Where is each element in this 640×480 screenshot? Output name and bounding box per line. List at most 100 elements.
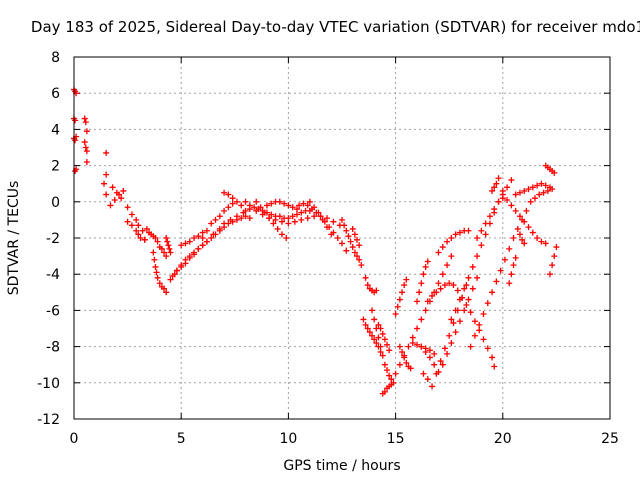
data-point bbox=[323, 224, 330, 231]
data-point bbox=[542, 182, 549, 189]
data-point bbox=[448, 316, 455, 323]
data-point bbox=[163, 235, 170, 241]
data-point bbox=[450, 320, 457, 327]
data-point bbox=[433, 370, 440, 377]
y-tick-label: -10 bbox=[37, 376, 60, 392]
data-point bbox=[394, 303, 401, 310]
data-point bbox=[478, 227, 485, 234]
data-point bbox=[512, 191, 519, 198]
data-point bbox=[495, 198, 502, 205]
data-point bbox=[469, 263, 476, 270]
data-point bbox=[216, 225, 223, 232]
data-point bbox=[161, 249, 168, 256]
data-point bbox=[317, 213, 324, 220]
data-point bbox=[354, 253, 361, 260]
data-points bbox=[71, 86, 560, 397]
data-point bbox=[373, 287, 380, 294]
data-point bbox=[379, 330, 386, 337]
data-point bbox=[163, 289, 170, 296]
data-point bbox=[358, 262, 365, 269]
data-point bbox=[251, 204, 258, 211]
data-point bbox=[283, 235, 290, 241]
data-point bbox=[210, 231, 217, 238]
data-point bbox=[304, 215, 311, 222]
data-point bbox=[480, 311, 487, 318]
data-point bbox=[373, 339, 380, 346]
data-point bbox=[278, 218, 285, 225]
data-point bbox=[396, 296, 403, 303]
data-point bbox=[285, 202, 292, 209]
y-tick-label: 4 bbox=[51, 122, 60, 138]
data-point bbox=[225, 191, 232, 198]
data-point bbox=[208, 220, 215, 227]
y-tick-label: -4 bbox=[46, 267, 60, 283]
data-point bbox=[233, 198, 240, 205]
data-point bbox=[474, 253, 481, 260]
data-point bbox=[354, 236, 361, 243]
data-point bbox=[450, 282, 457, 289]
data-point bbox=[491, 184, 498, 191]
data-point bbox=[83, 158, 90, 165]
data-point bbox=[285, 220, 292, 227]
data-point bbox=[414, 298, 421, 305]
data-point bbox=[510, 262, 517, 269]
data-point bbox=[289, 204, 296, 211]
data-point bbox=[426, 347, 433, 354]
data-point bbox=[448, 253, 455, 260]
data-point bbox=[293, 211, 300, 218]
data-point bbox=[356, 256, 363, 263]
data-point bbox=[546, 184, 553, 191]
data-point bbox=[377, 325, 384, 332]
data-point bbox=[456, 296, 463, 303]
data-point bbox=[463, 282, 470, 289]
data-point bbox=[281, 200, 288, 207]
data-point bbox=[300, 200, 307, 207]
data-point bbox=[429, 292, 436, 299]
y-tick-label: -8 bbox=[46, 340, 60, 356]
data-point bbox=[82, 119, 89, 126]
data-point bbox=[381, 336, 388, 343]
data-point bbox=[444, 262, 451, 269]
y-tick-label: 6 bbox=[51, 86, 60, 102]
data-point bbox=[441, 282, 448, 289]
data-point bbox=[364, 325, 371, 332]
data-point bbox=[401, 282, 408, 289]
data-point bbox=[351, 249, 358, 256]
x-tick-label: 10 bbox=[279, 431, 297, 447]
data-point bbox=[510, 235, 517, 241]
data-point bbox=[330, 218, 337, 225]
data-point bbox=[506, 245, 513, 252]
data-point bbox=[405, 343, 412, 350]
data-point bbox=[240, 209, 247, 216]
data-point bbox=[120, 187, 127, 194]
data-point bbox=[182, 240, 189, 247]
data-point bbox=[452, 307, 459, 314]
data-point bbox=[386, 347, 393, 354]
data-point bbox=[439, 271, 446, 278]
data-point bbox=[446, 332, 453, 339]
data-point bbox=[166, 245, 173, 252]
data-point bbox=[478, 242, 485, 249]
data-point bbox=[401, 354, 408, 361]
data-point bbox=[186, 238, 193, 245]
data-point bbox=[482, 220, 489, 227]
data-point bbox=[525, 186, 532, 193]
data-point bbox=[72, 168, 79, 175]
data-point bbox=[476, 327, 483, 334]
y-tick-label: -2 bbox=[46, 231, 60, 247]
data-point bbox=[369, 307, 376, 314]
data-point bbox=[257, 204, 264, 211]
data-point bbox=[150, 249, 157, 256]
data-point bbox=[431, 361, 438, 368]
data-point bbox=[461, 307, 468, 314]
data-point bbox=[465, 296, 472, 303]
data-point bbox=[409, 334, 416, 341]
data-point bbox=[456, 318, 463, 325]
data-point bbox=[263, 202, 270, 209]
data-point bbox=[339, 240, 345, 247]
data-point bbox=[103, 191, 110, 198]
data-point bbox=[504, 196, 511, 203]
data-point bbox=[261, 209, 268, 216]
data-point bbox=[178, 242, 185, 249]
data-point bbox=[276, 198, 283, 205]
